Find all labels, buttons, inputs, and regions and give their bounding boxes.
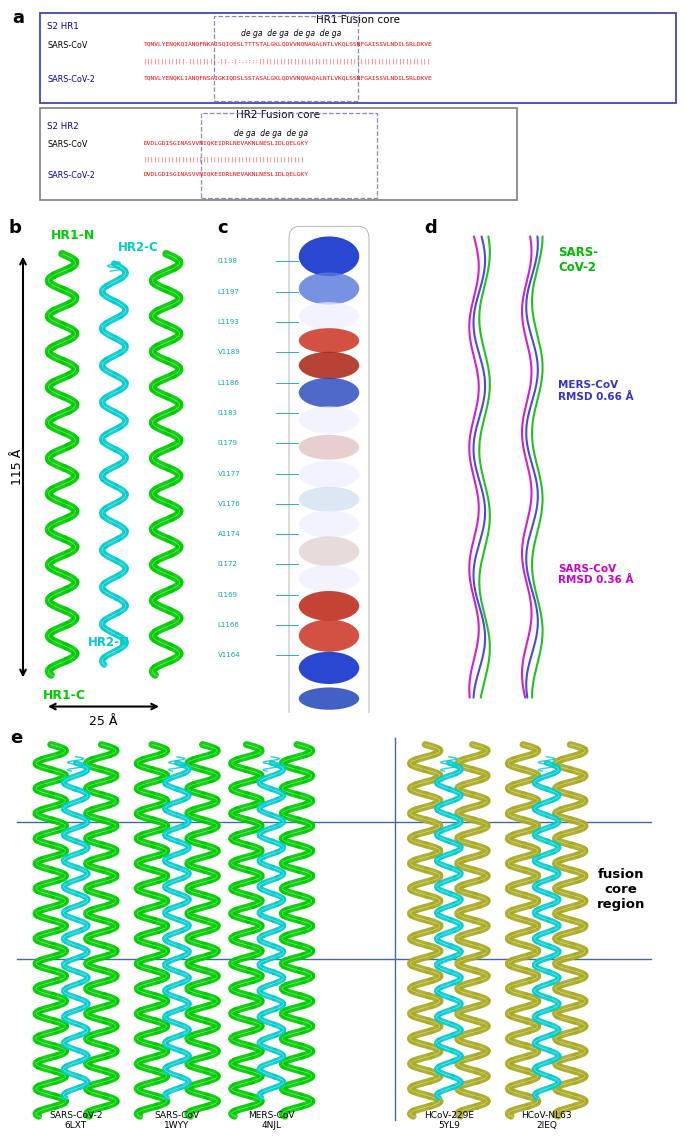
Text: e: e [10,730,23,748]
Text: L1193: L1193 [218,319,240,325]
Ellipse shape [299,377,359,407]
Text: de ga  de ga  de ga: de ga de ga de ga [234,129,308,138]
Bar [40,13,676,103]
Text: V1176: V1176 [218,500,240,507]
Ellipse shape [299,236,359,276]
Ellipse shape [299,565,359,593]
Ellipse shape [299,328,359,353]
Text: I1169: I1169 [218,592,238,597]
Text: S2 HR1: S2 HR1 [47,22,79,31]
Bar [40,108,516,200]
Text: ||||||||||||.||||||||.||.:|:.::::|||||||||||||||||||||||||||||||||||||||||||||||: ||||||||||||.||||||||.||.:|:.::::|||||||… [143,58,430,64]
Text: HR1 Fusion core: HR1 Fusion core [316,15,400,25]
Text: SARS-CoV-2
6LXT: SARS-CoV-2 6LXT [49,1110,103,1130]
Text: ||||||||||||||||||||||||||||||||||||||||||||||: ||||||||||||||||||||||||||||||||||||||||… [143,156,304,162]
Text: 25 Å: 25 Å [90,715,118,728]
Ellipse shape [299,591,359,621]
Text: SARS-CoV-2: SARS-CoV-2 [47,75,95,84]
Text: DVDLGDISGINASVVNIQKEIDRLNEVAKNLNESLIDLQELGKY: DVDLGDISGINASVVNIQKEIDRLNEVAKNLNESLIDLQE… [143,140,308,145]
Text: SARS-CoV
1WYY: SARS-CoV 1WYY [154,1110,199,1130]
Ellipse shape [299,302,359,329]
Text: I1179: I1179 [218,440,238,446]
Ellipse shape [299,272,359,304]
Text: SARS-CoV: SARS-CoV [47,140,88,149]
Ellipse shape [299,619,359,652]
Text: I1172: I1172 [218,562,238,568]
Text: TQNVLYENQKQIANQFNKAISQIQESLTTTSTALGKLQDVVNQNAQALNTLVKQLSSNFGAISSVLNDILSRLDKVE: TQNVLYENQKQIANQFNKAISQIQESLTTTSTALGKLQDV… [143,41,432,46]
Text: V1177: V1177 [218,471,240,477]
Ellipse shape [299,434,359,459]
Ellipse shape [299,487,359,512]
Text: L1186: L1186 [218,380,240,385]
Text: HCoV-229E
5YL9: HCoV-229E 5YL9 [424,1110,474,1130]
Ellipse shape [299,461,359,488]
Text: c: c [218,219,228,237]
Text: DVDLGDISGINASVVNIQKEIDRLNEVAKNLNESLIDLQELGKY: DVDLGDISGINASVVNIQKEIDRLNEVAKNLNESLIDLQE… [143,171,308,176]
Ellipse shape [299,352,359,378]
Text: I1183: I1183 [218,410,238,416]
Text: HR2 Fusion core: HR2 Fusion core [236,109,320,120]
Text: S2 HR2: S2 HR2 [47,122,79,130]
Text: SARS-CoV: SARS-CoV [47,41,88,50]
Bar [201,113,377,198]
Ellipse shape [299,687,359,710]
Text: MERS-CoV
RMSD 0.66 Å: MERS-CoV RMSD 0.66 Å [558,381,634,402]
Text: HR2-N: HR2-N [88,636,129,649]
Text: HR1-C: HR1-C [42,689,86,701]
Ellipse shape [299,406,359,433]
Text: MERS-CoV
4NJL: MERS-CoV 4NJL [248,1110,295,1130]
Text: L1197: L1197 [218,288,240,294]
Ellipse shape [299,511,359,538]
Ellipse shape [299,537,359,567]
Text: 115 Å: 115 Å [11,449,24,486]
Text: I1198: I1198 [218,259,238,264]
Text: TQNVLYENQKLIANQFNSAIGKIQDSLSSTASALGKLQDVVNQNAQALNTLVKQLSSNFGAISSVLNDILSRLDKVE: TQNVLYENQKLIANQFNSAIGKIQDSLSSTASALGKLQDV… [143,75,432,80]
Text: HR2-C: HR2-C [118,242,159,254]
Text: b: b [9,219,22,237]
Text: V1164: V1164 [218,652,240,659]
Text: V1189: V1189 [218,349,240,356]
Text: L1166: L1166 [218,622,240,628]
Text: SARS-CoV
RMSD 0.36 Å: SARS-CoV RMSD 0.36 Å [558,564,634,586]
Text: de ga  de ga  de ga  de ga: de ga de ga de ga de ga [240,30,341,39]
Text: a: a [12,9,24,27]
Text: d: d [424,219,436,237]
Text: HCoV-NL63
2IEQ: HCoV-NL63 2IEQ [521,1110,572,1130]
Ellipse shape [299,652,359,684]
Text: HR1-N: HR1-N [51,229,95,242]
Text: fusion
core
region: fusion core region [597,868,645,911]
Bar [214,16,358,101]
Text: A1174: A1174 [218,531,240,537]
Text: SARS-CoV-2: SARS-CoV-2 [47,171,95,180]
Text: SARS-
CoV-2: SARS- CoV-2 [558,246,599,275]
